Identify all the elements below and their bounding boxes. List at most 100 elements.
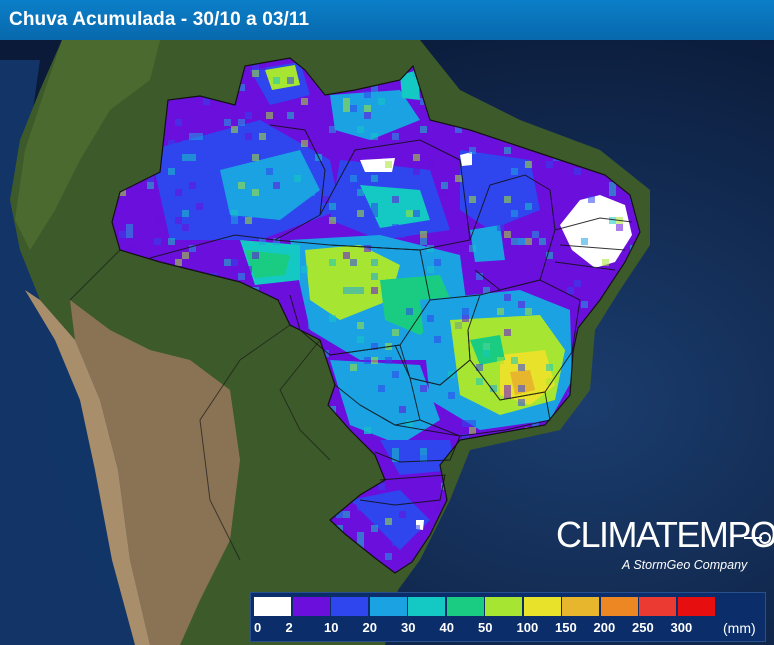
rain-pixel — [364, 427, 371, 434]
rain-pixel — [504, 196, 511, 203]
legend-tick-label: 30 — [401, 620, 416, 635]
rain-pixel — [238, 119, 245, 126]
rain-pixel — [476, 364, 483, 371]
rain-pixel — [392, 224, 399, 231]
rain-pixel — [350, 259, 357, 266]
rain-pixel — [273, 182, 280, 189]
rain-pixel — [329, 217, 336, 224]
rain-pixel — [350, 364, 357, 371]
rain-pixel — [413, 154, 420, 161]
rain-pixel — [371, 357, 378, 364]
rain-pixel — [434, 504, 441, 511]
rain-pixel — [175, 189, 182, 196]
rain-pixel — [378, 98, 385, 105]
rain-pixel — [168, 224, 175, 231]
rain-pixel — [399, 231, 406, 238]
rain-pixel — [182, 210, 189, 217]
rain-pixel — [154, 238, 161, 245]
rain-pixel — [231, 231, 238, 238]
rain-pixel — [168, 168, 175, 175]
rain-pixel — [469, 245, 476, 252]
rain-pixel — [329, 259, 336, 266]
rain-area-cyan — [330, 90, 420, 140]
rain-pixel — [392, 448, 399, 455]
rain-pixel — [525, 161, 532, 168]
rain-pixel — [462, 427, 469, 434]
rain-pixel — [525, 308, 532, 315]
pacific-coast-strip — [25, 290, 150, 645]
legend-tick-label: 50 — [478, 620, 493, 635]
rain-pixel — [392, 371, 399, 378]
rain-pixel — [462, 434, 469, 441]
rain-pixel — [364, 112, 371, 119]
rain-pixel — [231, 259, 238, 266]
rain-pixel — [329, 518, 336, 525]
map-title: Chuva Acumulada - 30/10 a 03/11 — [9, 9, 310, 30]
rain-pixel — [609, 217, 616, 224]
rain-pixel — [518, 399, 525, 406]
rain-pixel — [511, 266, 518, 273]
rain-pixel — [357, 210, 364, 217]
rain-pixel — [371, 406, 378, 413]
legend-swatch — [369, 597, 407, 616]
legend-tick-label: 0 — [254, 620, 262, 635]
rain-pixel — [252, 252, 259, 259]
rain-pixel — [147, 175, 154, 182]
rain-pixel — [259, 133, 266, 140]
rain-pixel — [511, 238, 518, 245]
rain-pixel — [546, 364, 553, 371]
rain-pixel — [203, 98, 210, 105]
rain-pixel — [322, 196, 329, 203]
rain-pixel — [231, 126, 238, 133]
rain-pixel — [147, 182, 154, 189]
rain-pixel — [168, 210, 175, 217]
rain-pixel — [224, 119, 231, 126]
rain-pixel — [168, 140, 175, 147]
rain-pixel — [126, 231, 133, 238]
rain-pixel — [525, 413, 532, 420]
border-line-south — [199, 324, 291, 561]
rain-pixel — [518, 301, 525, 308]
rain-pixel — [357, 189, 364, 196]
rain-area-teal — [360, 185, 430, 228]
rain-pixel — [546, 161, 553, 168]
rain-pixel — [357, 126, 364, 133]
rain-pixel — [343, 287, 350, 294]
rain-pixel — [252, 189, 259, 196]
rain-pixel — [406, 308, 413, 315]
country-borders — [69, 249, 331, 561]
rain-pixel — [420, 448, 427, 455]
rain-pixel — [392, 196, 399, 203]
rain-pixel — [371, 203, 378, 210]
rain-pixel — [371, 91, 378, 98]
rain-pixel — [196, 133, 203, 140]
rain-pixel — [413, 168, 420, 175]
rain-pixel — [245, 112, 252, 119]
rain-pixel — [357, 322, 364, 329]
rain-pixel — [448, 371, 455, 378]
rain-pixel — [427, 266, 434, 273]
legend-tick-label: 40 — [439, 620, 454, 635]
rain-pixel — [518, 238, 525, 245]
rain-pixel — [511, 168, 518, 175]
rain-pixel — [427, 161, 434, 168]
rain-pixel — [420, 126, 427, 133]
rain-pixel — [420, 455, 427, 462]
rain-pixel — [497, 357, 504, 364]
logo-swoosh-icon — [744, 532, 771, 544]
rain-pixel — [154, 217, 161, 224]
rain-area-white — [460, 152, 472, 166]
legend-tick-label: 100 — [516, 620, 539, 635]
rain-pixel — [504, 294, 511, 301]
rain-pixel — [392, 455, 399, 462]
rain-pixel — [182, 224, 189, 231]
border-line-paraguay — [279, 339, 331, 461]
rain-pixel — [252, 63, 259, 70]
rain-pixel — [378, 385, 385, 392]
rain-pixel — [539, 343, 546, 350]
rain-pixel — [518, 308, 525, 315]
legend-swatch — [446, 597, 484, 616]
rain-pixel — [462, 315, 469, 322]
state-border-sc-rs — [359, 474, 446, 506]
